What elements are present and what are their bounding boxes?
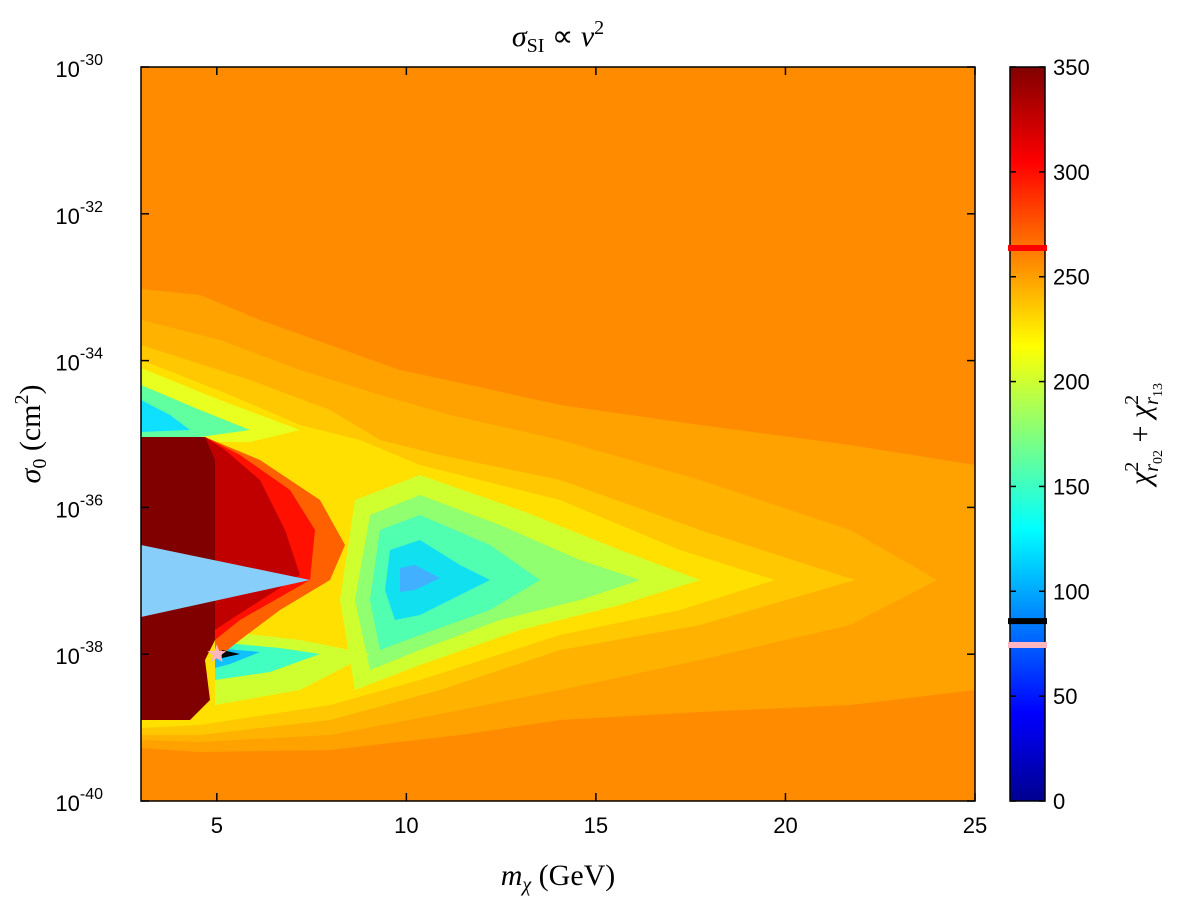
x-tick-label: 5 (211, 813, 223, 838)
y-tick-exp: -40 (80, 786, 103, 803)
colorbar-tick-label: 50 (1053, 684, 1077, 709)
y-tick-exp: -30 (80, 52, 103, 69)
y-tick-base: 10 (55, 351, 79, 376)
contour-field (141, 67, 975, 801)
y-tick-label: 10-40 (55, 786, 103, 816)
x-tick-label: 20 (773, 813, 797, 838)
colorbar-tick-label: 200 (1053, 370, 1090, 395)
colorbar (1009, 66, 1046, 802)
x-tick-label: 10 (394, 813, 418, 838)
y-tick-label: 10-38 (55, 639, 103, 669)
y-tick-base: 10 (55, 57, 79, 82)
y-tick-base: 10 (55, 204, 79, 229)
x-tick-label: 15 (584, 813, 608, 838)
y-tick-base: 10 (55, 791, 79, 816)
y-tick-label: 10-34 (55, 346, 103, 376)
y-tick-exp: -36 (80, 492, 103, 509)
y-axis-label: σ0 (cm2) (11, 385, 51, 484)
x-axis-label: mχ (GeV) (501, 859, 616, 896)
y-tick-label: 10-32 (55, 199, 103, 229)
y-tick-exp: -34 (80, 346, 103, 363)
y-tick-label: 10-30 (55, 52, 103, 82)
colorbar-tick-label: 300 (1053, 160, 1090, 185)
y-tick-exp: -32 (80, 199, 103, 216)
y-tick-exp: -38 (80, 639, 103, 656)
chart-title: σSI ∝ v2 (512, 17, 604, 57)
colorbar-tick-label: 150 (1053, 474, 1090, 499)
best-fit-star (207, 644, 227, 663)
colorbar-label: χ2r02 + χ2r13 (1121, 383, 1166, 488)
colorbar-tick-label: 0 (1053, 789, 1065, 814)
colorbar-tick-label: 350 (1053, 55, 1090, 80)
y-tick-label: 10-36 (55, 492, 103, 522)
x-tick-label: 25 (963, 813, 987, 838)
colorbar-tick-label: 100 (1053, 579, 1090, 604)
y-tick-base: 10 (55, 497, 79, 522)
plot-frame (140, 66, 976, 802)
colorbar-tick-label: 250 (1053, 265, 1090, 290)
y-tick-base: 10 (55, 644, 79, 669)
